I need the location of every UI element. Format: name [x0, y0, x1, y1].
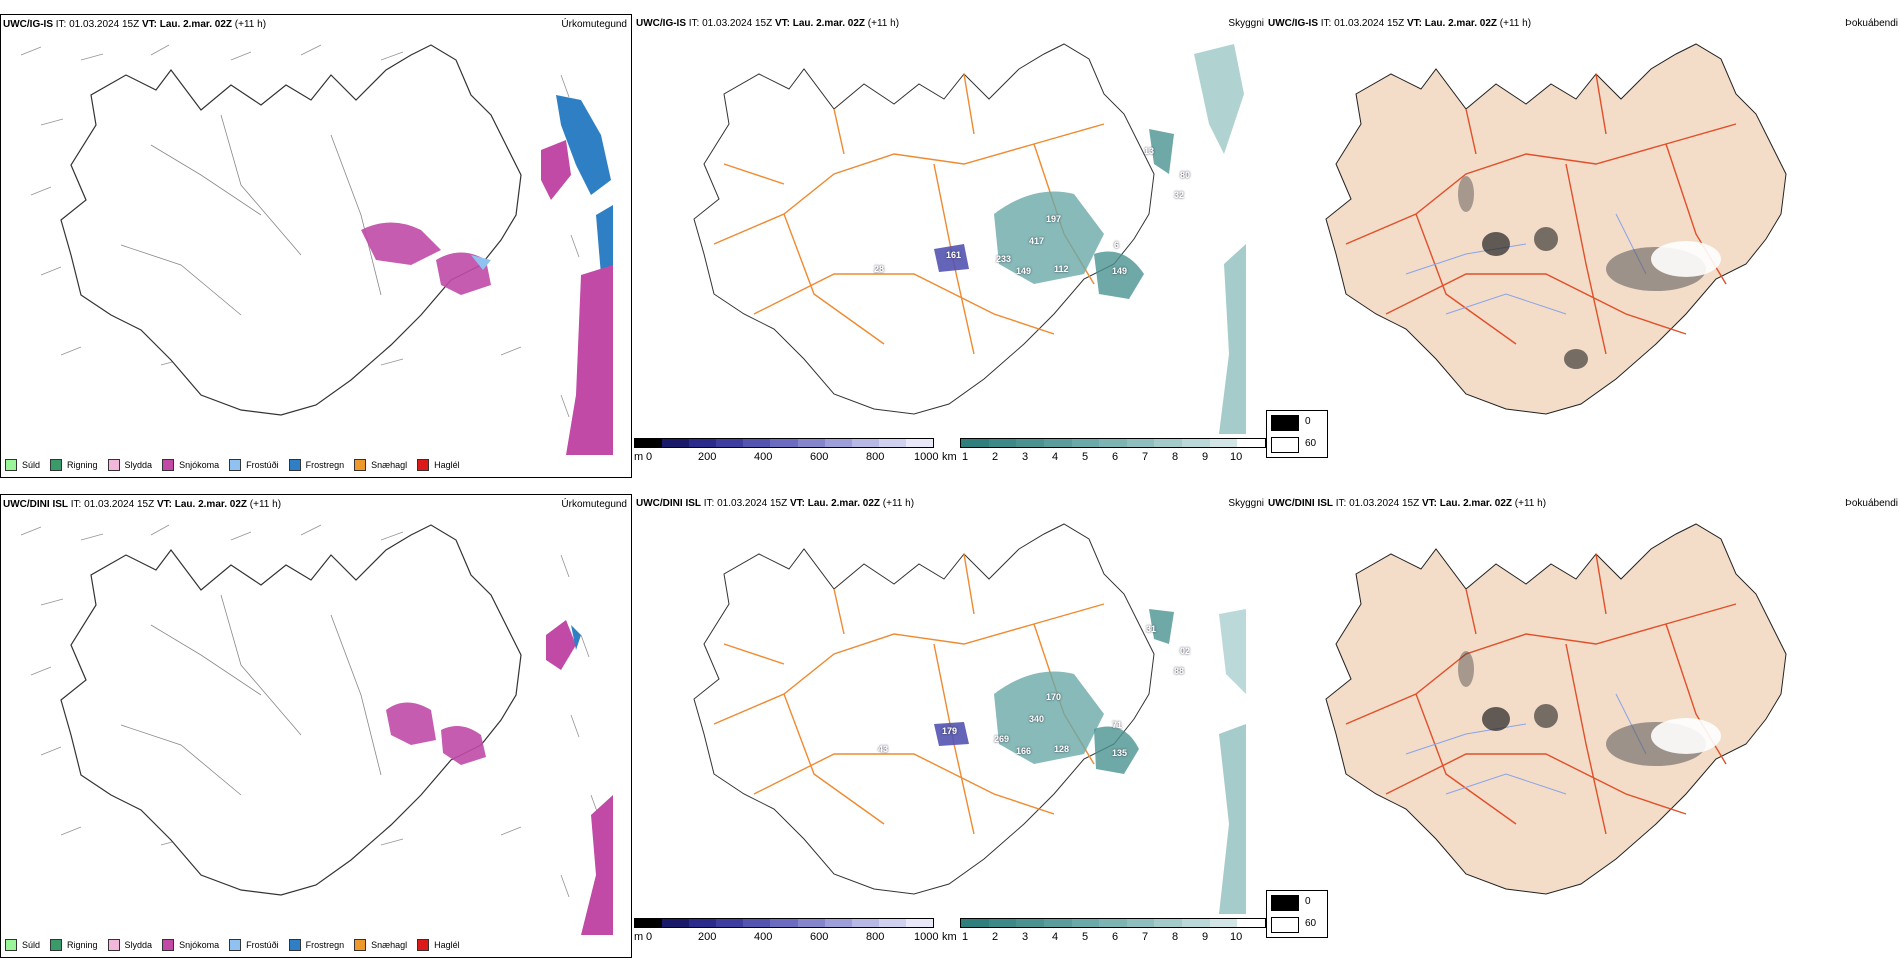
precip-map-area: [20, 44, 613, 455]
legend-item: Súld: [5, 459, 40, 471]
legend-item: Haglél: [417, 459, 460, 471]
fog-legend: 0 60: [1266, 890, 1328, 938]
legend-swatch: [107, 459, 120, 471]
visibility-label: 13: [1144, 146, 1155, 156]
legend-swatch: [288, 939, 301, 951]
map-header: UWC/DINI ISL IT: 01.03.2024 15Z VT: Lau.…: [636, 498, 915, 509]
legend-item: Slydda: [107, 459, 152, 471]
map-header: UWC/DINI ISL IT: 01.03.2024 15Z VT: Lau.…: [1268, 498, 1547, 509]
fog-map-area: [1325, 523, 1787, 895]
fog-legend: 0 60: [1266, 410, 1328, 458]
visibility-label: 112: [1054, 264, 1069, 274]
visibility-label: 417: [1029, 236, 1045, 246]
visibility-label: 233: [996, 254, 1012, 264]
legend-item: Snæhagl: [354, 939, 407, 951]
cloud-base-ticks: m 0 200 400 600 800 1000: [634, 451, 939, 463]
cloud-base-colorbar: [634, 918, 934, 928]
legend-item: Frostregn: [288, 459, 344, 471]
unit-label: km: [942, 451, 957, 463]
legend-swatch: [50, 939, 63, 951]
cloud-visibility-map-2: UWC/DINI ISL IT: 01.03.2024 15Z VT: Lau.…: [634, 494, 1266, 958]
map-header: UWC/IG-IS IT: 01.03.2024 15Z VT: Lau. 2.…: [3, 19, 267, 30]
legend-item: Snjókoma: [162, 939, 219, 951]
legend-swatch: [50, 459, 63, 471]
map-header: UWC/IG-IS IT: 01.03.2024 15Z VT: Lau. 2.…: [636, 18, 900, 29]
legend-item: Frostúði: [229, 939, 279, 951]
visibility-label: 166: [1016, 746, 1032, 756]
visibility-label: 88: [1174, 666, 1185, 676]
visibility-ticks: km 1 2 3 4 5 6 7 8 9 10: [942, 451, 1243, 463]
legend-item: Rigning: [50, 939, 98, 951]
visibility-ticks: km 1 2 3 4 5 6 7 8 9 10: [942, 931, 1243, 943]
visibility-label: 197: [1046, 214, 1062, 224]
legend-swatch: [288, 459, 301, 471]
legend-swatch: [162, 939, 175, 951]
fog-indicator-map-1: UWC/IG-IS IT: 01.03.2024 15Z VT: Lau. 2.…: [1266, 14, 1898, 478]
cloud-visibility-map-1: UWC/IG-IS IT: 01.03.2024 15Z VT: Lau. 2.…: [634, 14, 1266, 478]
visibility-label: 32: [1174, 190, 1185, 200]
visibility-label: 80: [1180, 170, 1191, 180]
legend-item: Slydda: [107, 939, 152, 951]
map-title: Þokuábendi: [1845, 498, 1898, 509]
precip-map-area: [20, 524, 613, 935]
fog-map-area: [1325, 43, 1787, 415]
visibility-label: 02: [1180, 646, 1191, 656]
legend-item: Haglél: [417, 939, 460, 951]
visibility-label: 340: [1029, 714, 1045, 724]
cloud-map-area: [693, 523, 1246, 914]
legend-item: Súld: [5, 939, 40, 951]
legend-swatch: [417, 939, 430, 951]
precip-type-map-1: UWC/IG-IS IT: 01.03.2024 15Z VT: Lau. 2.…: [0, 14, 632, 478]
visibility-label: 179: [942, 726, 958, 736]
visibility-label: 43: [878, 744, 889, 754]
cloud-map-area: [693, 43, 1246, 434]
map-title: Úrkomutegund: [561, 499, 627, 510]
legend-item: Frostregn: [288, 939, 344, 951]
visibility-label: 269: [994, 734, 1010, 744]
legend-item: Frostúði: [229, 459, 279, 471]
legend-item: Snæhagl: [354, 459, 407, 471]
cloud-base-ticks: m 0 200 400 600 800 1000: [634, 931, 939, 943]
visibility-colorbar: [960, 918, 1266, 928]
visibility-label: 135: [1112, 748, 1128, 758]
unit-label: m: [634, 931, 644, 943]
precip-type-map-2: UWC/DINI ISL IT: 01.03.2024 15Z VT: Lau.…: [0, 494, 632, 958]
fog-indicator-map-2: UWC/DINI ISL IT: 01.03.2024 15Z VT: Lau.…: [1266, 494, 1898, 958]
map-header: UWC/IG-IS IT: 01.03.2024 15Z VT: Lau. 2.…: [1268, 18, 1532, 29]
precip-type-legend: Súld Rigning Slydda Snjókoma Frostúði Fr…: [5, 459, 460, 471]
visibility-label: 31: [1146, 624, 1157, 634]
legend-item: Rigning: [50, 459, 98, 471]
visibility-colorbar: [960, 438, 1266, 448]
map-header: UWC/DINI ISL IT: 01.03.2024 15Z VT: Lau.…: [3, 499, 282, 510]
map-title: Skyggni: [1228, 498, 1264, 509]
visibility-label: 6: [1114, 240, 1120, 250]
legend-swatch: [107, 939, 120, 951]
unit-label: km: [942, 931, 957, 943]
unit-label: m: [634, 451, 644, 463]
map-title: Þokuábendi: [1845, 18, 1898, 29]
visibility-label: 71: [1112, 720, 1123, 730]
legend-swatch: [229, 459, 242, 471]
legend-swatch: [354, 459, 367, 471]
legend-swatch: [229, 939, 242, 951]
cloud-base-colorbar: [634, 438, 934, 448]
visibility-label: 128: [1054, 744, 1070, 754]
visibility-label: 170: [1046, 692, 1062, 702]
visibility-label: 149: [1016, 266, 1032, 276]
map-title: Skyggni: [1228, 18, 1264, 29]
visibility-label: 28: [874, 264, 885, 274]
precip-type-legend: Súld Rigning Slydda Snjókoma Frostúði Fr…: [5, 939, 460, 951]
legend-swatch: [417, 459, 430, 471]
legend-swatch: [354, 939, 367, 951]
legend-swatch: [5, 459, 17, 471]
visibility-label: 161: [946, 250, 962, 260]
legend-swatch: [162, 459, 175, 471]
map-title: Úrkomutegund: [561, 19, 627, 30]
legend-item: Snjókoma: [162, 459, 219, 471]
legend-swatch: [5, 939, 17, 951]
visibility-label: 149: [1112, 266, 1128, 276]
